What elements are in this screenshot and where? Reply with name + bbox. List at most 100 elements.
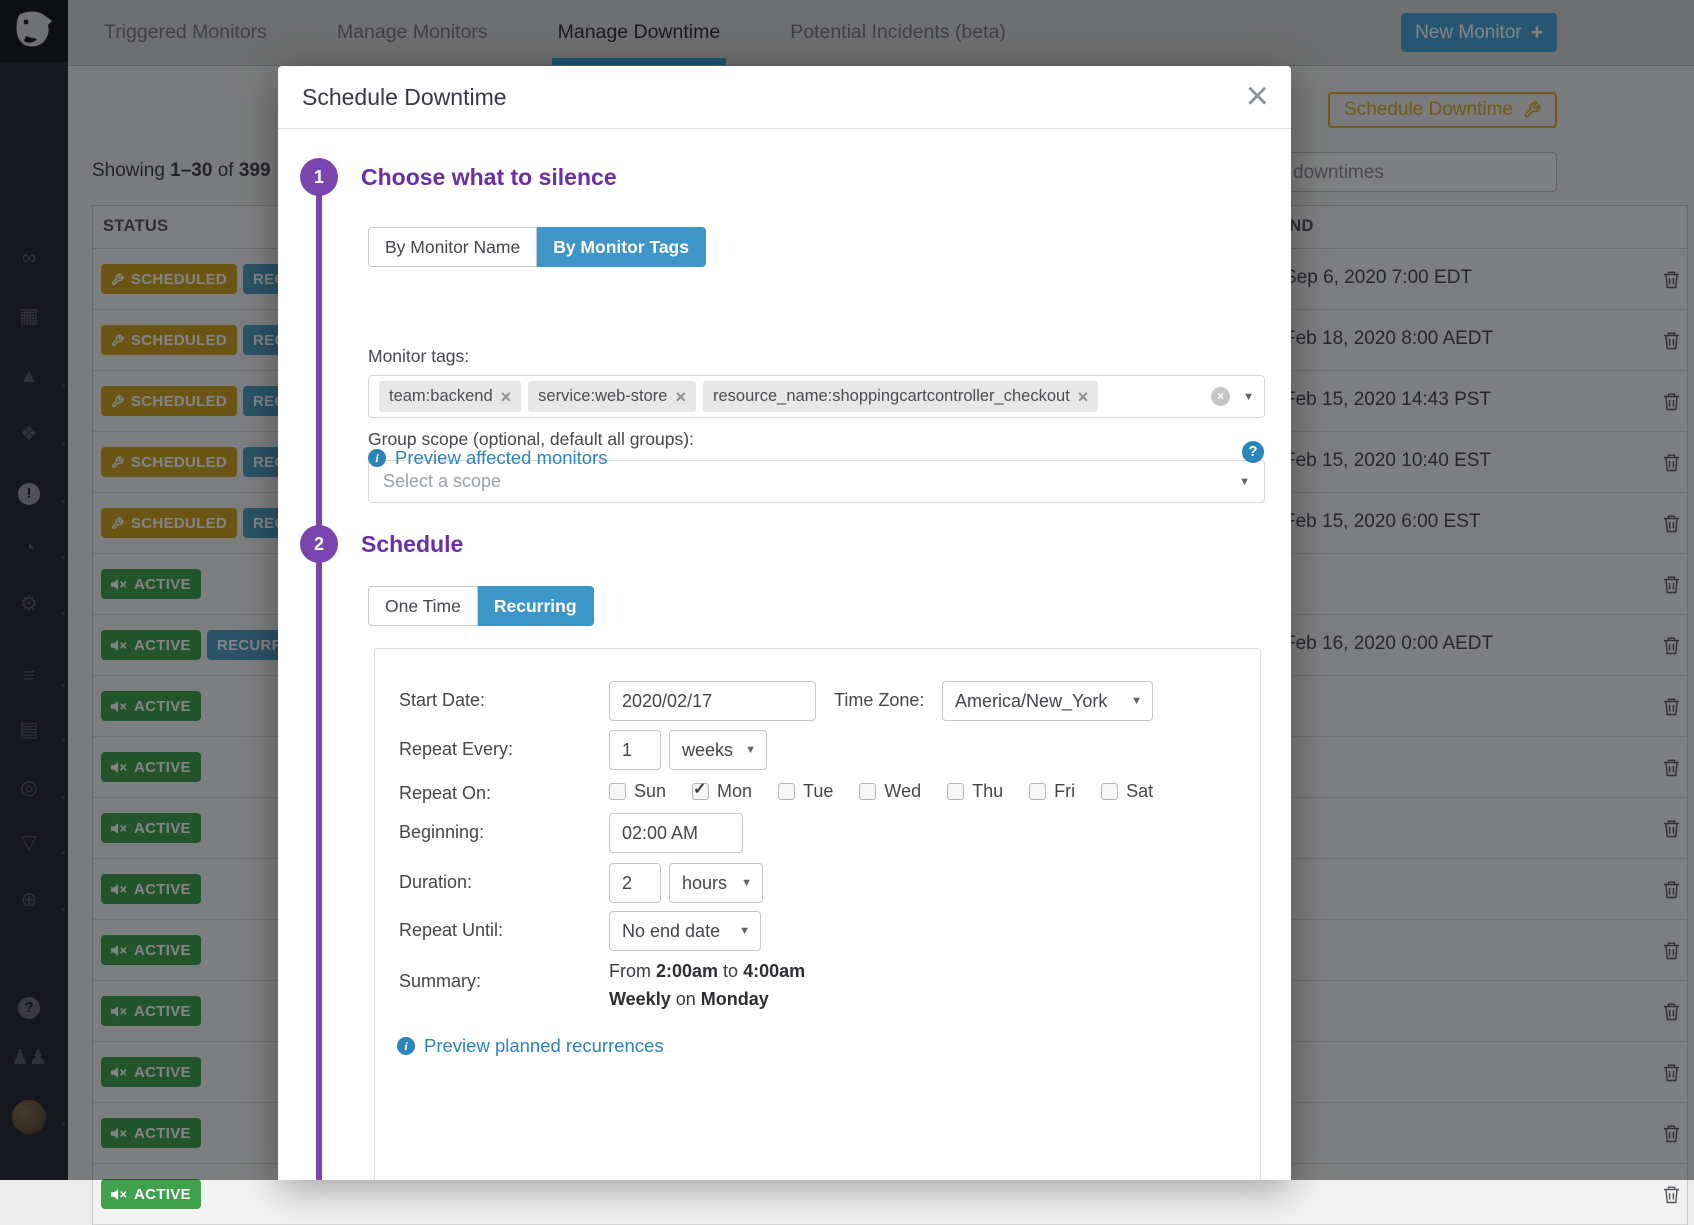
summary-part: Monday xyxy=(700,989,769,1009)
status-badge-label: ACTIVE xyxy=(134,1185,191,1203)
day-label: Mon xyxy=(717,780,753,801)
repeat-until-label: Repeat Until: xyxy=(399,920,504,940)
summary-part: on xyxy=(670,989,701,1009)
summary-text: From 2:00am to 4:00am Weekly on Monday xyxy=(609,957,805,1013)
duration-label: Duration: xyxy=(399,872,473,892)
monitor-tags-label: Monitor tags: xyxy=(368,346,470,366)
step-rail xyxy=(316,177,322,1180)
step-2-badge: 2 xyxy=(300,525,338,563)
repeat-on-wed[interactable]: Wed xyxy=(859,781,921,802)
modal-title: Schedule Downtime xyxy=(302,84,507,110)
info-icon: i xyxy=(397,1037,415,1055)
monitor-tag-pill: service:web-store × xyxy=(528,381,696,412)
checkbox-fri[interactable] xyxy=(1029,782,1047,800)
chevron-down-icon: ▼ xyxy=(741,877,752,889)
day-label: Sat xyxy=(1126,780,1154,801)
tag-pill-list: team:backend × service:web-store × resource_… xyxy=(379,381,1099,412)
group-scope-select[interactable]: Select a scope ▼ xyxy=(368,460,1265,503)
repeat-on-tue[interactable]: Tue xyxy=(778,781,833,802)
step-2-heading: Schedule xyxy=(361,531,464,557)
modal-header: Schedule Downtime × xyxy=(278,66,1291,129)
toggle-recurring[interactable]: Recurring xyxy=(477,586,594,626)
summary-line-1: From 2:00am to 4:00am xyxy=(609,957,805,985)
mute-icon xyxy=(111,1188,127,1200)
chevron-down-icon: ▼ xyxy=(739,925,750,937)
preview-affected-monitors-link[interactable]: i Preview affected monitors xyxy=(368,447,608,469)
checkbox-thu[interactable] xyxy=(947,782,965,800)
checkmark-icon: ✓ xyxy=(693,780,707,798)
summary-line-2: Weekly on Monday xyxy=(609,985,805,1013)
remove-tag-icon[interactable]: × xyxy=(500,386,512,407)
repeat-on-sat[interactable]: Sat xyxy=(1101,781,1153,802)
repeat-on-mon[interactable]: ✓ Mon xyxy=(692,781,752,802)
toggle-by-monitor-tags[interactable]: By Monitor Tags xyxy=(537,227,706,267)
group-scope-placeholder: Select a scope xyxy=(383,471,502,491)
recurring-schedule-form: Start Date: Time Zone: America/New_York … xyxy=(374,648,1261,1180)
repeat-until-select[interactable]: No end date ▼ xyxy=(609,911,761,951)
status-badge-active: ACTIVE xyxy=(101,1179,201,1209)
start-date-input[interactable] xyxy=(609,681,816,721)
schedule-type-toggle: One Time Recurring xyxy=(368,586,594,626)
toggle-one-time[interactable]: One Time xyxy=(368,586,478,626)
remove-tag-icon[interactable]: × xyxy=(1077,386,1089,407)
duration-unit-select[interactable]: hours ▼ xyxy=(669,863,763,903)
summary-part: 4:00am xyxy=(743,961,806,981)
help-icon[interactable]: ? xyxy=(1242,441,1264,463)
day-label: Wed xyxy=(884,780,922,801)
beginning-time-input[interactable] xyxy=(609,813,743,853)
monitor-tag-pill: resource_name:shoppingcartcontroller_che… xyxy=(702,381,1099,412)
repeat-unit-value: weeks xyxy=(682,739,734,760)
summary-label: Summary: xyxy=(399,971,482,991)
delete-downtime-icon[interactable] xyxy=(1663,1185,1680,1209)
chevron-down-icon: ▼ xyxy=(1239,475,1250,488)
repeat-on-thu[interactable]: Thu xyxy=(947,781,1003,802)
day-label: Fri xyxy=(1054,780,1076,801)
summary-part: 2:00am xyxy=(656,961,719,981)
repeat-until-value: No end date xyxy=(622,920,721,941)
monitor-tag-text: team:backend xyxy=(389,387,493,405)
repeat-on-fri[interactable]: Fri xyxy=(1029,781,1075,802)
summary-part: to xyxy=(718,961,744,981)
step-1-badge: 1 xyxy=(300,158,338,196)
start-date-label: Start Date: xyxy=(399,690,486,710)
time-zone-select[interactable]: America/New_York ▼ xyxy=(942,681,1153,721)
monitor-tag-pill: team:backend × xyxy=(379,381,522,412)
duration-input[interactable] xyxy=(609,863,661,903)
day-label: Tue xyxy=(803,780,834,801)
monitor-tag-text: service:web-store xyxy=(538,387,668,405)
toggle-by-monitor-name[interactable]: By Monitor Name xyxy=(368,227,538,267)
clear-tags-icon[interactable]: × xyxy=(1211,387,1231,406)
duration-unit-value: hours xyxy=(682,872,728,893)
repeat-every-label: Repeat Every: xyxy=(399,739,514,759)
repeat-on-label: Repeat On: xyxy=(399,783,492,803)
step-1-heading: Choose what to silence xyxy=(361,164,617,190)
repeat-unit-select[interactable]: weeks ▼ xyxy=(669,730,767,770)
preview-planned-recurrences-label: Preview planned recurrences xyxy=(424,1035,664,1056)
remove-tag-icon[interactable]: × xyxy=(675,386,686,407)
silence-mode-toggle: By Monitor Name By Monitor Tags xyxy=(368,227,706,267)
info-icon: i xyxy=(368,449,386,467)
chevron-down-icon: ▼ xyxy=(745,744,756,756)
preview-planned-recurrences-link[interactable]: i Preview planned recurrences xyxy=(397,1035,664,1057)
monitor-tags-input[interactable]: team:backend × service:web-store × resource_… xyxy=(368,375,1265,418)
group-scope-label: Group scope (optional, default all group… xyxy=(368,429,694,449)
monitor-tag-text: resource_name:shoppingcartcontroller_che… xyxy=(712,387,1070,405)
chevron-down-icon: ▼ xyxy=(1131,695,1142,707)
time-zone-value: America/New_York xyxy=(955,690,1108,711)
repeat-on-sun[interactable]: Sun xyxy=(609,781,666,802)
checkbox-mon[interactable]: ✓ xyxy=(692,781,710,800)
checkbox-tue[interactable] xyxy=(778,782,796,800)
close-icon[interactable]: × xyxy=(1245,74,1269,118)
checkbox-sat[interactable] xyxy=(1101,782,1119,800)
preview-affected-monitors-label: Preview affected monitors xyxy=(395,447,608,468)
checkbox-wed[interactable] xyxy=(859,782,877,800)
beginning-label: Beginning: xyxy=(399,822,485,842)
chevron-down-icon[interactable]: ▼ xyxy=(1243,390,1254,403)
summary-part: Weekly xyxy=(609,989,671,1009)
day-label: Thu xyxy=(972,780,1004,801)
time-zone-label: Time Zone: xyxy=(834,690,925,710)
day-label: Sun xyxy=(634,780,667,801)
checkbox-sun[interactable] xyxy=(609,782,626,800)
repeat-every-input[interactable] xyxy=(609,730,661,770)
repeat-on-days: Sun ✓ Mon Tue Wed Thu Fri Sat xyxy=(609,778,1153,804)
